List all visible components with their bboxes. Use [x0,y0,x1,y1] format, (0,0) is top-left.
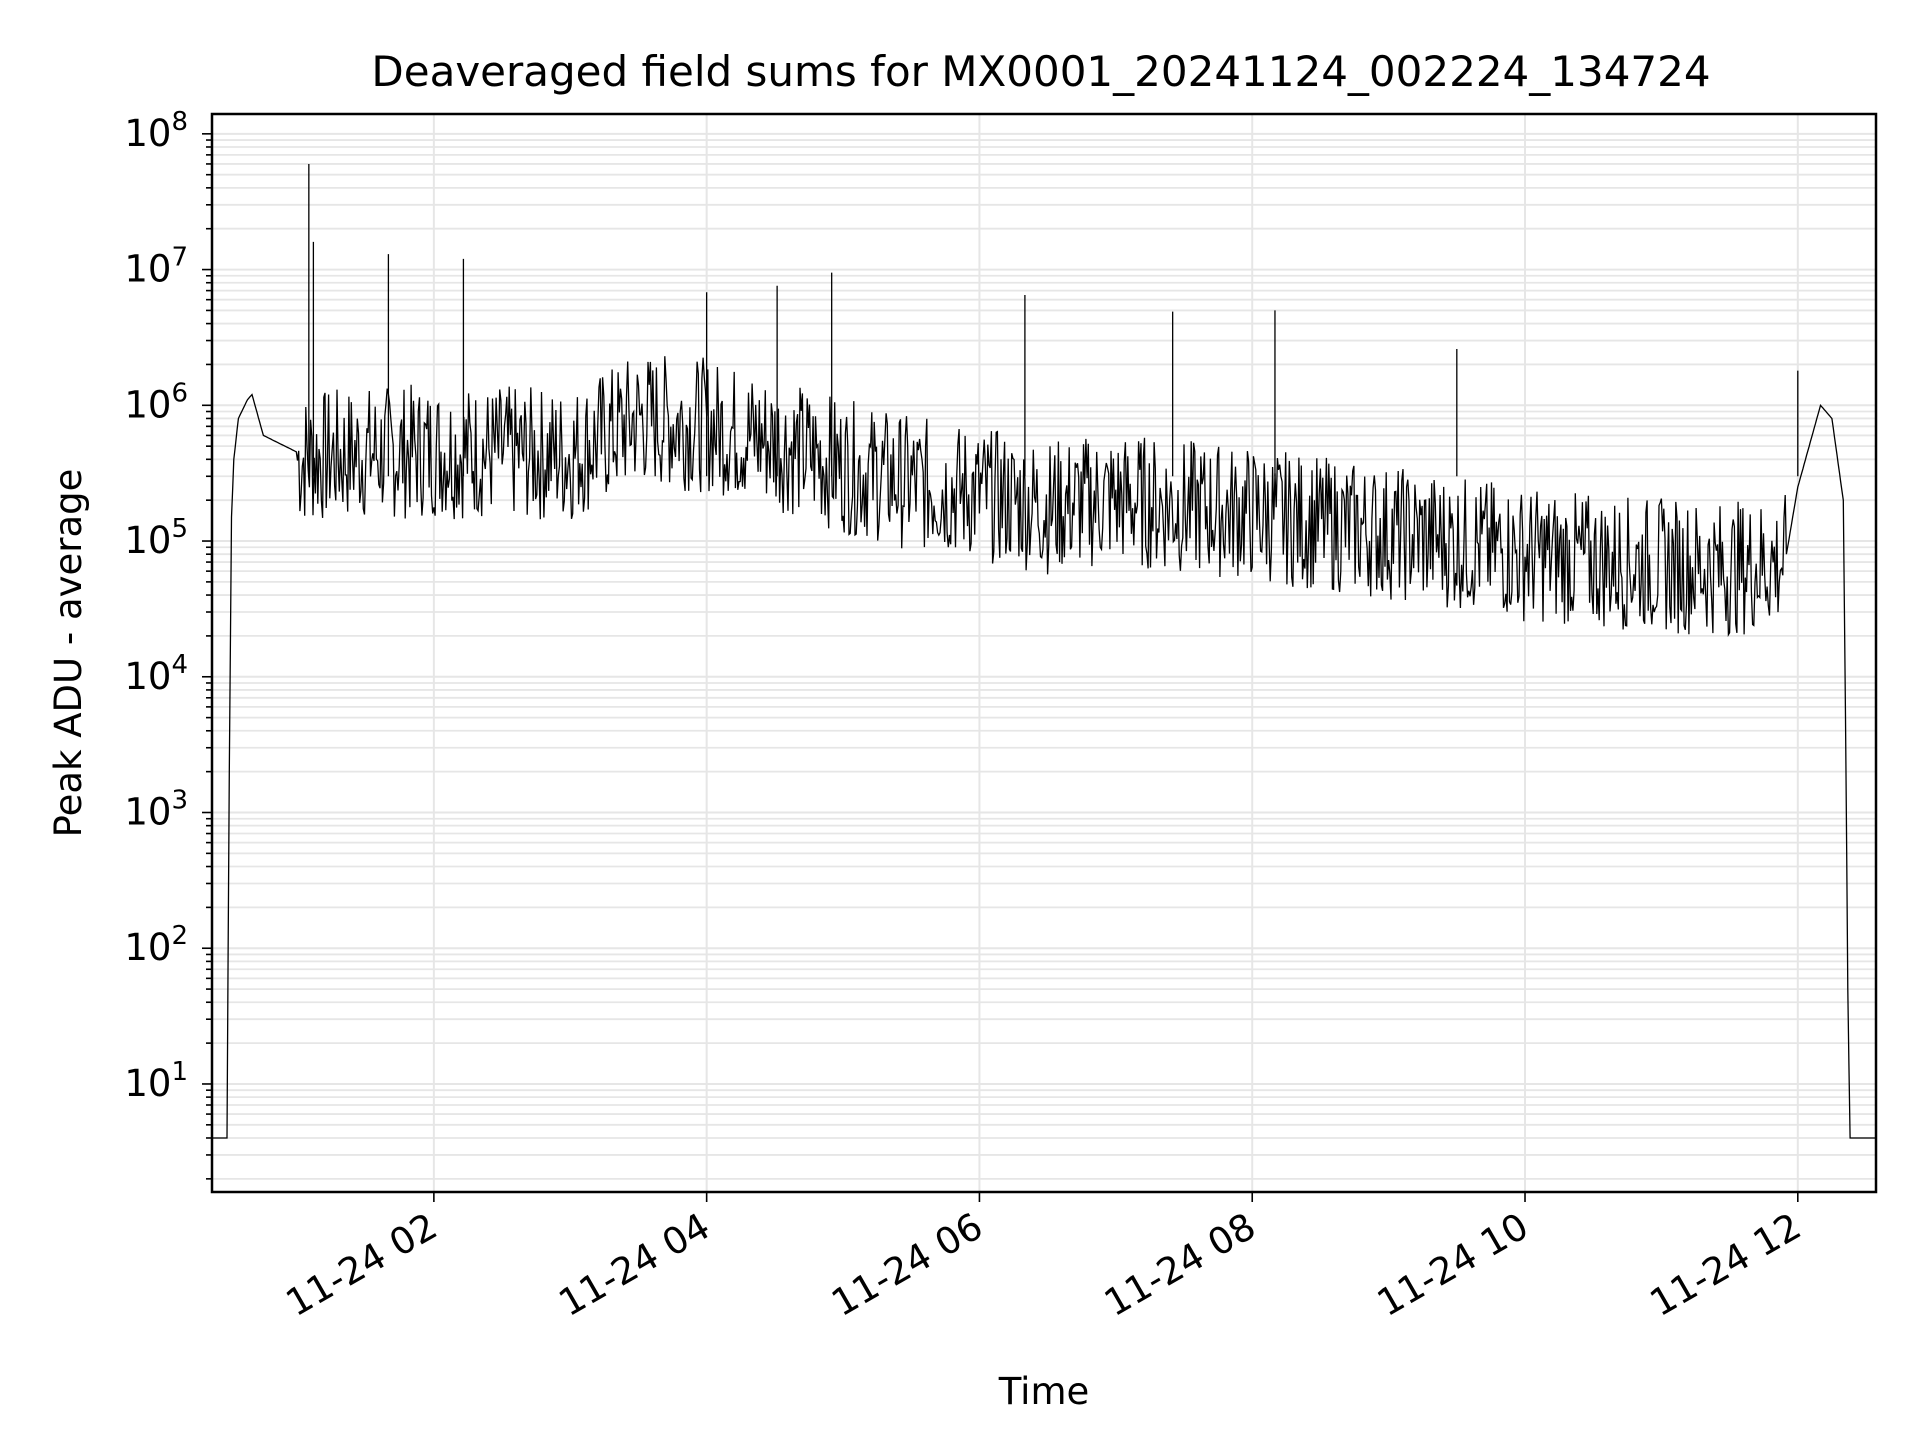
x-axis-label: Time [998,1370,1090,1413]
y-tick-label: 102 [124,921,188,969]
data-line [211,356,1876,1139]
plot-frame [210,112,1878,1194]
x-tick-label: 11-24 08 [1097,1205,1263,1325]
y-tick-label: 107 [124,243,188,291]
x-tick-label: 11-24 12 [1643,1205,1809,1325]
x-tick-label: 11-24 06 [824,1205,990,1325]
y-tick-label: 101 [124,1057,188,1105]
x-tick-label: 11-24 02 [279,1205,445,1325]
y-tick-label: 105 [124,514,188,562]
grid [212,114,1876,1192]
chart-title: Deaveraged field sums for MX0001_2024112… [371,47,1710,96]
x-tick-label: 11-24 10 [1370,1205,1536,1325]
y-tick-label: 106 [124,378,188,426]
y-axis: 101 102 103 104 105 106 107 108 [124,107,212,1180]
x-tick-label: 11-24 04 [552,1205,718,1325]
y-tick-label: 103 [124,786,188,834]
y-tick-label: 108 [124,107,188,155]
x-axis: 11-24 02 11-24 04 11-24 06 11-24 08 11-24 10… [279,1192,1809,1325]
spikes [308,163,1799,477]
y-tick-label: 104 [124,650,188,698]
y-axis-label: Peak ADU - average [47,469,90,838]
